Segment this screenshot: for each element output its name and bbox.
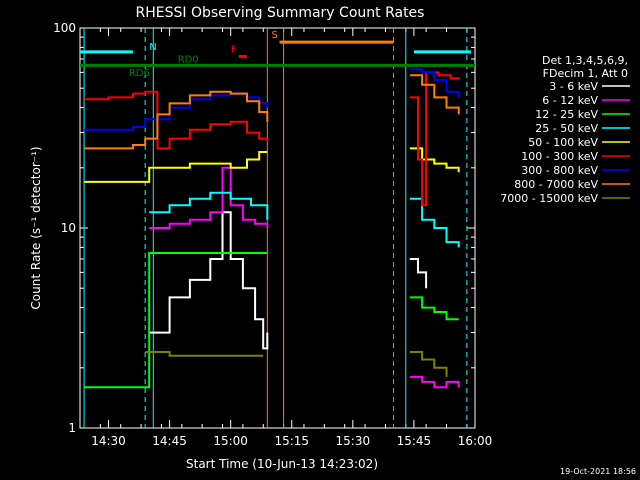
plot-area: 1 10 100 14:30 14:45 15:00 15:15 15:30 15:45 16:0… (53, 21, 492, 448)
x-tick-label: 15:00 (213, 434, 248, 448)
series-line (84, 147, 460, 183)
series-line (149, 211, 428, 350)
legend-entry-label: 12 - 25 keV (535, 108, 598, 121)
legend-entry-label: 100 - 300 keV (521, 150, 598, 163)
y-tick-label: 100 (53, 21, 76, 35)
marker-label: N (149, 42, 156, 53)
state-bar-label: S (272, 30, 278, 41)
marker-label: RD6 (129, 68, 150, 79)
x-tick-label: 14:30 (91, 434, 126, 448)
series-line (84, 74, 460, 150)
y-tick-label: 10 (61, 221, 76, 235)
legend-entry-label: 300 - 800 keV (521, 164, 598, 177)
x-tick-label: 15:30 (336, 434, 371, 448)
x-tick-label: 15:15 (274, 434, 309, 448)
y-axis-label: Count Rate (s⁻¹ detector⁻¹) (29, 146, 43, 309)
x-tick-label: 14:45 (152, 434, 187, 448)
generated-timestamp: 19-Oct-2021 18:56 (560, 467, 636, 476)
legend-entry-label: 50 - 100 keV (528, 136, 598, 149)
legend-header-line-2: FDecim 1, Att 0 (543, 67, 628, 80)
legend-header-line-1: Det 1,3,4,5,6,9, (542, 54, 628, 67)
x-tick-label: 16:00 (458, 434, 493, 448)
y-tick-label: 1 (68, 421, 76, 435)
legend-entry-label: 800 - 7000 keV (514, 178, 598, 191)
x-tick-label: 15:45 (397, 434, 432, 448)
legend-entry-label: 3 - 6 keV (549, 80, 598, 93)
x-axis-label: Start Time (10-Jun-13 14:23:02) (186, 457, 378, 471)
chart-title: RHESSI Observing Summary Count Rates (136, 5, 425, 21)
legend-entry-label: 25 - 50 keV (535, 122, 598, 135)
state-bar-label: RD0 (178, 54, 199, 65)
series-line (84, 252, 459, 389)
series-line (145, 351, 448, 377)
legend-entry-label: 7000 - 15000 keV (500, 192, 598, 205)
state-bar-label: F (231, 45, 237, 56)
legend-entry-label: 6 - 12 keV (542, 94, 598, 107)
series-line (149, 166, 460, 389)
